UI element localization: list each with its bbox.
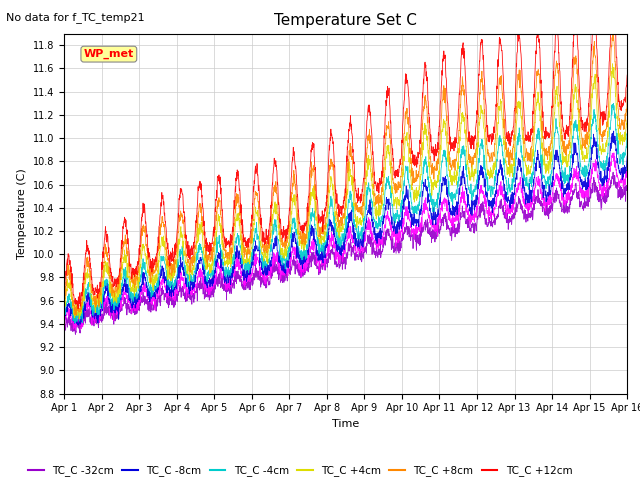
Legend: TC_C -32cm, TC_C -16cm, TC_C -8cm, TC_C -4cm, TC_C +4cm, TC_C +8cm, TC_C +12cm: TC_C -32cm, TC_C -16cm, TC_C -8cm, TC_C …: [24, 461, 577, 480]
Title: Temperature Set C: Temperature Set C: [274, 13, 417, 28]
Text: WP_met: WP_met: [84, 49, 134, 59]
Text: No data for f_TC_temp21: No data for f_TC_temp21: [6, 12, 145, 23]
Y-axis label: Temperature (C): Temperature (C): [17, 168, 28, 259]
X-axis label: Time: Time: [332, 419, 359, 429]
